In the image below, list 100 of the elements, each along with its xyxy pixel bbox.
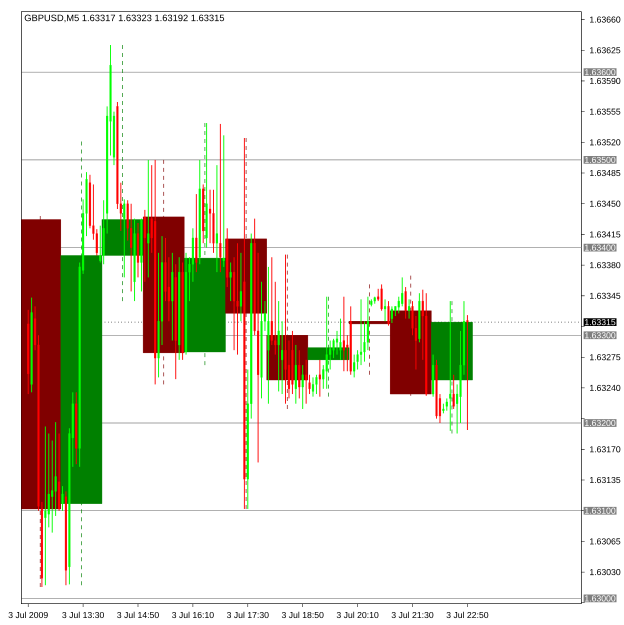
ref-line-label: 1.63400 [585, 244, 616, 251]
y-tick-label: 1.63590 [590, 78, 620, 84]
candlestick [226, 228, 228, 288]
candlestick [144, 209, 146, 282]
candlestick [195, 194, 198, 273]
candlestick [466, 314, 468, 430]
candlestick [270, 256, 273, 346]
candlestick [294, 344, 297, 404]
y-tick-label: 1.63240 [590, 384, 620, 391]
ref-line-label: 1.63000 [585, 595, 616, 602]
candlestick [212, 189, 215, 254]
y-tick-label: 1.63345 [590, 292, 620, 299]
candlestick [202, 184, 204, 244]
ref-line-label: 1.63200 [585, 420, 616, 426]
y-tick-label: 1.63030 [590, 569, 620, 576]
candlestick [209, 189, 212, 244]
candlestick [302, 364, 304, 410]
y-tick-label: 1.63170 [590, 446, 620, 452]
x-tick-label: 3 Jul 20:10 [336, 612, 378, 618]
y-tick-label: 1.63555 [590, 108, 620, 115]
x-tick-label: 3 Jul 13:30 [62, 612, 104, 618]
candlestick [192, 228, 194, 282]
y-tick-label: 1.63450 [590, 200, 620, 207]
x-tick-label: 3 Jul 18:50 [282, 612, 324, 618]
ref-line-label: 1.63300 [585, 332, 616, 338]
candlestick [401, 276, 404, 307]
y-tick-label: 1.63065 [590, 538, 620, 544]
y-tick-label: 1.63485 [590, 170, 620, 176]
x-tick-label: 3 Jul 17:30 [226, 612, 269, 618]
candlestick [147, 159, 150, 278]
candlestick [339, 318, 342, 360]
candlestick [136, 222, 140, 278]
x-tick-label: 3 Jul 22:50 [446, 612, 488, 618]
candlestick [174, 264, 177, 380]
candlestick [61, 486, 64, 512]
candlestick [312, 376, 314, 398]
candlestick [278, 300, 280, 392]
candlestick [366, 296, 369, 351]
y-tick-label: 1.63625 [590, 47, 620, 54]
candlestick [274, 281, 276, 356]
candlestick [230, 262, 232, 302]
x-tick-label: 3 Jul 14:50 [117, 612, 159, 618]
x-tick-label: 3 Jul 2009 [8, 612, 48, 618]
candlestick [216, 164, 218, 273]
y-tick-label: 1.63135 [590, 476, 620, 484]
candlestick [206, 122, 208, 248]
x-tick-label: 3 Jul 21:30 [392, 612, 434, 618]
candlestick [298, 350, 300, 399]
candlestick [353, 354, 356, 378]
candlestick [75, 392, 78, 465]
candlestick [384, 298, 386, 322]
candlestick [404, 286, 407, 320]
candlestick [329, 340, 332, 370]
candlestick [418, 292, 420, 343]
y-tick-label: 1.63275 [590, 354, 620, 360]
y-tick-label: 1.63415 [590, 231, 620, 238]
candlestick [30, 297, 33, 393]
candlestick [356, 350, 359, 370]
candlestick [305, 359, 308, 404]
candlestick [130, 203, 132, 292]
y-tick-label: 1.63380 [590, 262, 620, 268]
candlestick [178, 256, 180, 360]
candlestick [27, 309, 30, 395]
candlestick [408, 298, 410, 320]
y-tick-label: 1.63660 [590, 16, 620, 23]
candlestick [171, 252, 174, 342]
candlestick [168, 256, 170, 322]
x-tick-label: 3 Jul 16:10 [172, 612, 214, 618]
y-tick-label: 1.63520 [590, 139, 620, 146]
ref-line-label: 1.63100 [585, 508, 616, 514]
candlestick [336, 330, 338, 356]
candlestick [164, 237, 167, 302]
candlestick [360, 298, 362, 366]
candlestick [267, 266, 270, 404]
candlestick [134, 218, 136, 302]
candlestick [281, 320, 284, 395]
candlestick [260, 281, 263, 399]
ref-line-label: 1.63600 [585, 69, 616, 76]
candlestick [236, 242, 239, 356]
candlestick [64, 490, 67, 586]
candlestick [54, 422, 57, 516]
candlestick [442, 403, 444, 414]
candlestick [342, 296, 345, 372]
candlestick [240, 252, 242, 322]
candlestick [288, 340, 290, 399]
candlestick [308, 374, 311, 395]
candlestick [116, 102, 118, 210]
candlestick [446, 398, 448, 412]
ref-line-label: 1.63315 [585, 319, 616, 326]
candlestick [318, 359, 321, 398]
chart-title: GBPUSD,M5 1.63317 1.63323 1.63192 1.63315 [24, 14, 224, 22]
candlestick [44, 426, 46, 586]
candlestick [102, 200, 105, 265]
ref-line-label: 1.63500 [585, 156, 616, 163]
candlestick [291, 330, 294, 395]
candlestick [363, 320, 366, 362]
candlestick [219, 123, 222, 273]
candlestick [158, 252, 160, 378]
candlestick [182, 262, 184, 360]
candlestick [154, 159, 156, 385]
